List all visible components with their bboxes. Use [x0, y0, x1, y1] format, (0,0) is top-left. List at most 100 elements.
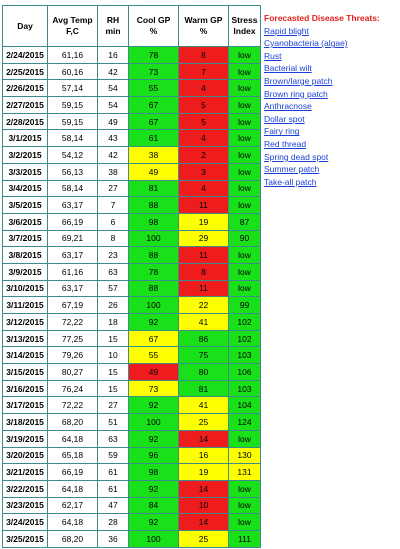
- day-cell: 3/3/2015: [2, 162, 48, 181]
- data-cell: 22: [178, 296, 229, 314]
- data-cell: 3: [178, 162, 229, 181]
- threat-link[interactable]: Dollar spot: [264, 113, 305, 124]
- data-cell: 19: [178, 212, 229, 231]
- data-cell: 80: [178, 363, 229, 381]
- data-cell: 102: [228, 329, 261, 348]
- data-cell: 58,14: [47, 129, 98, 148]
- threat-link[interactable]: Spring dead spot: [264, 151, 329, 162]
- day-cell: 3/1/2015: [2, 129, 48, 148]
- data-cell: 18: [97, 313, 129, 331]
- data-cell: 81: [178, 379, 229, 398]
- data-cell: 60,16: [47, 62, 98, 81]
- data-cell: 8: [178, 46, 229, 64]
- data-cell: low: [228, 146, 261, 164]
- data-cell: 67: [128, 112, 179, 131]
- table-row: 3/5/2015 63,17 7 88 11 low: [2, 196, 261, 214]
- data-cell: 72,22: [47, 396, 98, 415]
- data-cell: 54: [97, 96, 129, 114]
- data-cell: 49: [97, 112, 129, 131]
- data-cell: 11: [178, 196, 229, 214]
- day-cell: 3/25/2015: [2, 529, 48, 548]
- threat-link[interactable]: Rapid blight: [264, 25, 309, 36]
- threat-link[interactable]: Summer patch: [264, 164, 320, 175]
- table-row: 3/18/2015 68,20 51 100 25 124: [2, 413, 261, 431]
- table-row: 3/6/2015 66,19 6 98 19 87: [2, 212, 261, 231]
- data-cell: 66,19: [47, 463, 98, 481]
- data-cell: 55: [128, 346, 179, 365]
- table-row: 3/13/2015 77,25 15 67 86 102: [2, 329, 261, 348]
- data-cell: 99: [228, 296, 261, 314]
- data-cell: 103: [228, 379, 261, 398]
- data-cell: 38: [97, 162, 129, 181]
- data-cell: 96: [128, 446, 179, 465]
- data-cell: 2: [178, 146, 229, 164]
- table-body: 2/24/2015 61,16 16 78 8 low 2/25/2015 60,16 42 73…: [2, 46, 261, 548]
- data-cell: 86: [178, 329, 229, 348]
- threat-link[interactable]: Cyanobacteria (algae): [264, 38, 348, 49]
- data-cell: 56,13: [47, 162, 98, 181]
- threat-link[interactable]: Rust: [264, 50, 282, 61]
- data-cell: 5: [178, 96, 229, 114]
- table-row: 3/1/2015 58,14 43 61 4 low: [2, 129, 261, 148]
- data-cell: 64,18: [47, 429, 98, 448]
- day-cell: 3/16/2015: [2, 379, 48, 398]
- data-cell: 51: [97, 413, 129, 431]
- threat-link[interactable]: Anthracnose: [264, 101, 312, 112]
- data-cell: 65,18: [47, 446, 98, 465]
- table-row: 2/28/2015 59,15 49 67 5 low: [2, 112, 261, 131]
- data-cell: 92: [128, 513, 179, 531]
- data-cell: 67: [128, 329, 179, 348]
- day-cell: 3/14/2015: [2, 346, 48, 365]
- data-cell: low: [228, 496, 261, 515]
- data-cell: 15: [97, 379, 129, 398]
- threat-link[interactable]: Bacterial wilt: [264, 63, 312, 74]
- data-cell: 92: [128, 313, 179, 331]
- day-cell: 3/18/2015: [2, 413, 48, 431]
- data-cell: 98: [128, 463, 179, 481]
- table-row: 3/4/2015 58,14 27 81 4 low: [2, 179, 261, 198]
- header-row: Day Avg Temp F,C RH min Cool GP % Warm GP % S…: [2, 5, 261, 47]
- data-cell: 92: [128, 429, 179, 448]
- data-cell: 59,15: [47, 96, 98, 114]
- day-cell: 3/8/2015: [2, 246, 48, 264]
- data-cell: 8: [178, 262, 229, 281]
- data-cell: 61: [97, 479, 129, 498]
- table-row: 2/27/2015 59,15 54 67 5 low: [2, 96, 261, 114]
- day-cell: 3/22/2015: [2, 479, 48, 498]
- data-cell: 68,20: [47, 413, 98, 431]
- threat-link[interactable]: Take-all patch: [264, 176, 317, 187]
- day-cell: 2/27/2015: [2, 96, 48, 114]
- data-cell: 79,26: [47, 346, 98, 365]
- day-cell: 3/23/2015: [2, 496, 48, 515]
- data-cell: 49: [128, 363, 179, 381]
- data-cell: 61: [128, 129, 179, 148]
- data-cell: low: [228, 262, 261, 281]
- threat-link[interactable]: Red thread: [264, 138, 307, 149]
- day-cell: 2/28/2015: [2, 112, 48, 131]
- data-cell: 15: [97, 363, 129, 381]
- data-cell: 100: [128, 413, 179, 431]
- data-cell: 11: [178, 279, 229, 298]
- data-cell: 59: [97, 446, 129, 465]
- data-cell: 66,19: [47, 212, 98, 231]
- data-cell: 25: [178, 413, 229, 431]
- day-cell: 3/4/2015: [2, 179, 48, 198]
- data-cell: 61,16: [47, 46, 98, 64]
- data-cell: 102: [228, 313, 261, 331]
- data-cell: 14: [178, 513, 229, 531]
- data-cell: 130: [228, 446, 261, 465]
- day-cell: 2/26/2015: [2, 79, 48, 98]
- table-row: 3/10/2015 63,17 57 88 11 low: [2, 279, 261, 298]
- table-row: 3/17/2015 72,22 27 92 41 104: [2, 396, 261, 415]
- data-cell: 63: [97, 429, 129, 448]
- data-cell: 58,14: [47, 179, 98, 198]
- threat-link[interactable]: Brown/large patch: [264, 75, 333, 86]
- table-row: 3/20/2015 65,18 59 96 16 130: [2, 446, 261, 465]
- data-cell: low: [228, 129, 261, 148]
- data-cell: 15: [97, 329, 129, 348]
- data-cell: 41: [178, 313, 229, 331]
- data-cell: low: [228, 429, 261, 448]
- threat-link[interactable]: Fairy ring: [264, 126, 300, 137]
- data-cell: 27: [97, 179, 129, 198]
- threat-link[interactable]: Brown ring patch: [264, 88, 328, 99]
